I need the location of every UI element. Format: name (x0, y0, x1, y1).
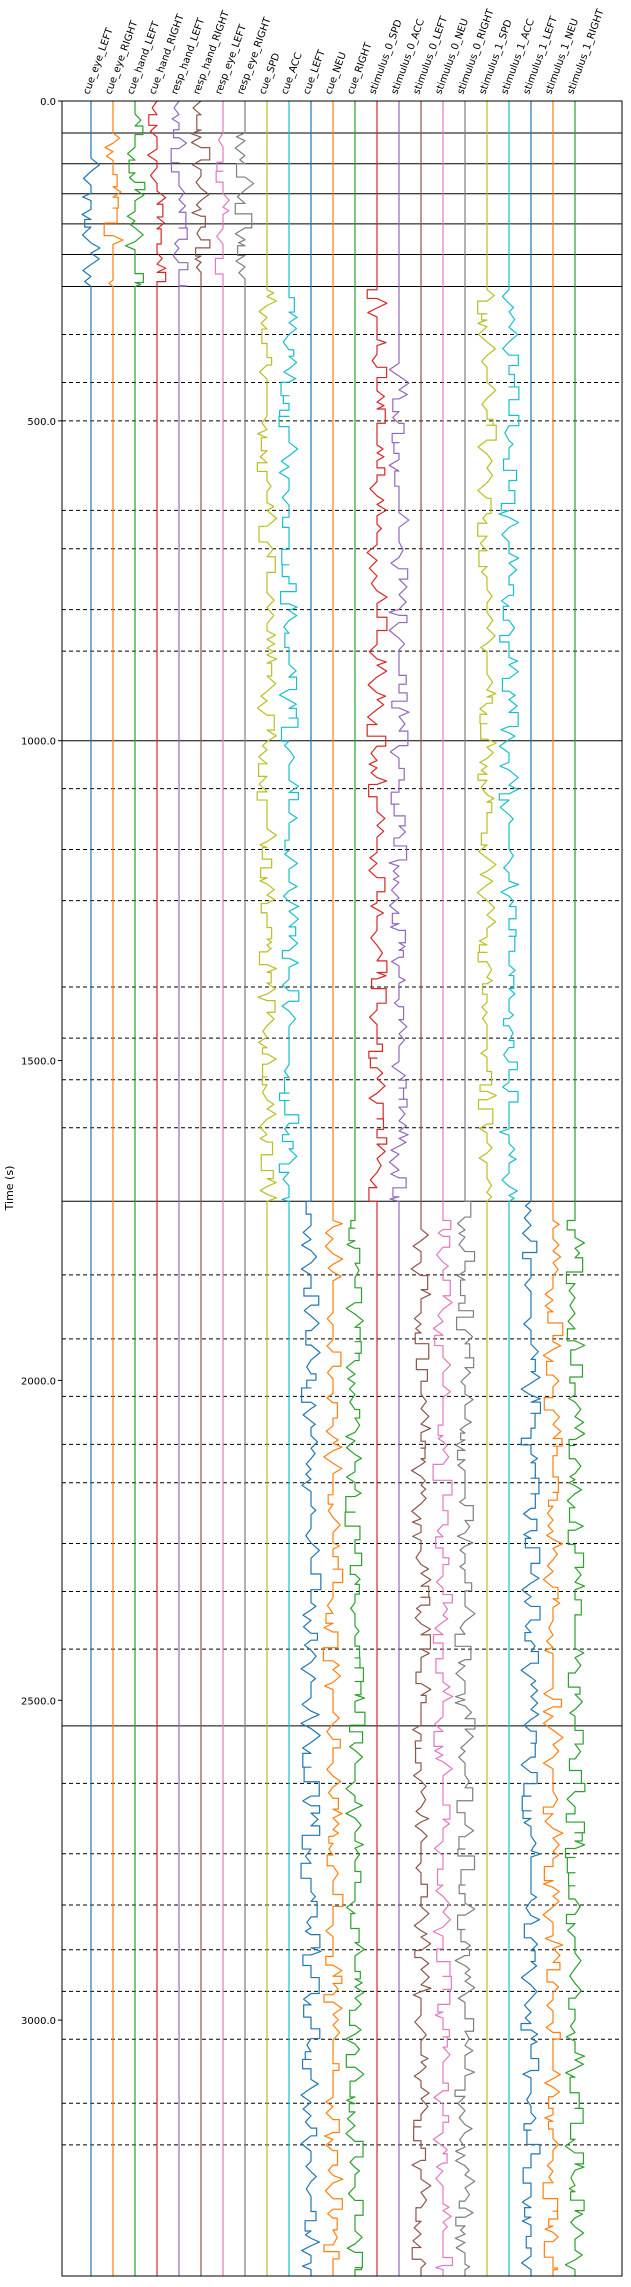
trace-cue-right (344, 101, 366, 2276)
trace-resp-hand-right (190, 100, 211, 2276)
trace-cue-eye-left (81, 101, 101, 2276)
trace-cue-spd (256, 101, 278, 2276)
trace-cue-eye-right (103, 101, 124, 2276)
channel-labels: cue_eye_LEFTcue_eye_RIGHTcue_hand_LEFTcu… (81, 7, 606, 96)
trace-stimulus-1-neu (542, 101, 564, 2276)
trace-cue-left (300, 101, 322, 2276)
trace-cue-hand-right (147, 100, 167, 2276)
y-tick-label-4: 2000.0 (21, 1376, 56, 1387)
y-tick-label-0: 0.0 (40, 97, 56, 108)
y-tick-label-2: 1000.0 (21, 737, 56, 748)
y-tick-label-1: 500.0 (27, 417, 56, 428)
trace-stimulus-0-acc (388, 101, 410, 2276)
trace-stimulus-1-spd (476, 101, 497, 2276)
channel-label-cue-spd: cue_SPD (257, 52, 282, 97)
trace-resp-hand-left (170, 100, 189, 2276)
trace-stimulus-0-right (454, 101, 476, 2276)
channel-traces (81, 100, 586, 2276)
trace-resp-eye-left (214, 101, 230, 2276)
channel-label-cue-neu: cue_NEU (323, 51, 348, 96)
trace-stimulus-1-acc (498, 101, 520, 2276)
trace-cue-acc (278, 101, 300, 2276)
trace-stimulus-1-left (520, 101, 542, 2276)
y-axis-label: Time (s) (3, 1166, 16, 1212)
trace-resp-eye-right (234, 101, 255, 2276)
channel-label-cue-acc: cue_ACC (279, 51, 304, 96)
trace-stimulus-0-spd (366, 101, 388, 2276)
trace-cue-neu (322, 101, 344, 2276)
y-tick-label-3: 1500.0 (21, 1057, 56, 1068)
y-axis-ticks: 0.0 500.0 1000.0 1500.0 2000.0 2500.0 3000.0 (21, 97, 62, 2027)
y-tick-label-6: 3000.0 (21, 2016, 56, 2027)
trace-stimulus-0-neu (432, 101, 454, 2276)
trace-stimulus-1-right (564, 101, 586, 2276)
y-tick-label-5: 2500.0 (21, 1696, 56, 1707)
trace-stimulus-0-left (410, 101, 432, 2276)
trace-cue-hand-left (124, 101, 146, 2276)
plot-frame (61, 100, 623, 2277)
event-lines (62, 100, 622, 2146)
